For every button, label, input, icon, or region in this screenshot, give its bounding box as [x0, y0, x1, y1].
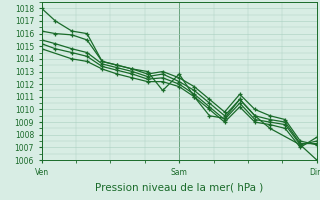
X-axis label: Pression niveau de la mer( hPa ): Pression niveau de la mer( hPa ) [95, 182, 263, 192]
